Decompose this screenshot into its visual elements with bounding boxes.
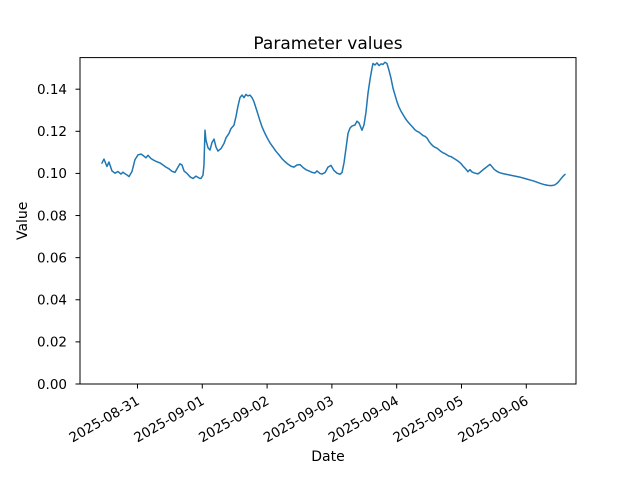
x-tick-label: 2025-09-04 xyxy=(326,393,402,446)
axes-frame xyxy=(79,57,577,385)
y-tick-label: 0.04 xyxy=(37,293,67,309)
y-tick-label: 0.10 xyxy=(37,166,67,182)
x-tick-label: 2025-09-06 xyxy=(455,393,531,446)
y-axis-label: Value xyxy=(15,202,31,240)
x-tick-label: 2025-09-02 xyxy=(196,393,272,446)
x-tick-label: 2025-08-31 xyxy=(67,393,143,446)
y-tick-label: 0.06 xyxy=(37,250,67,266)
y-tick-label: 0.12 xyxy=(37,124,67,140)
y-tick-label: 0.02 xyxy=(37,335,67,351)
x-axis-tick-marks xyxy=(136,384,527,389)
y-tick-label: 0.08 xyxy=(37,208,67,224)
x-axis-tick-labels: 2025-08-312025-09-012025-09-022025-09-03… xyxy=(67,393,532,446)
chart-title: Parameter values xyxy=(253,34,402,54)
x-tick-label: 2025-09-03 xyxy=(261,393,337,446)
y-axis-tick-labels: 0.00 0.02 0.04 0.06 0.08 0.10 0.12 0.14 xyxy=(37,82,67,393)
x-axis-label: Date xyxy=(311,449,344,465)
x-tick-label: 2025-09-05 xyxy=(391,393,467,446)
x-tick-label: 2025-09-01 xyxy=(131,393,207,446)
series-line xyxy=(101,61,566,187)
y-tick-label: 0.14 xyxy=(37,82,67,98)
y-tick-label: 0.00 xyxy=(37,377,67,393)
y-axis-tick-marks xyxy=(75,88,80,385)
